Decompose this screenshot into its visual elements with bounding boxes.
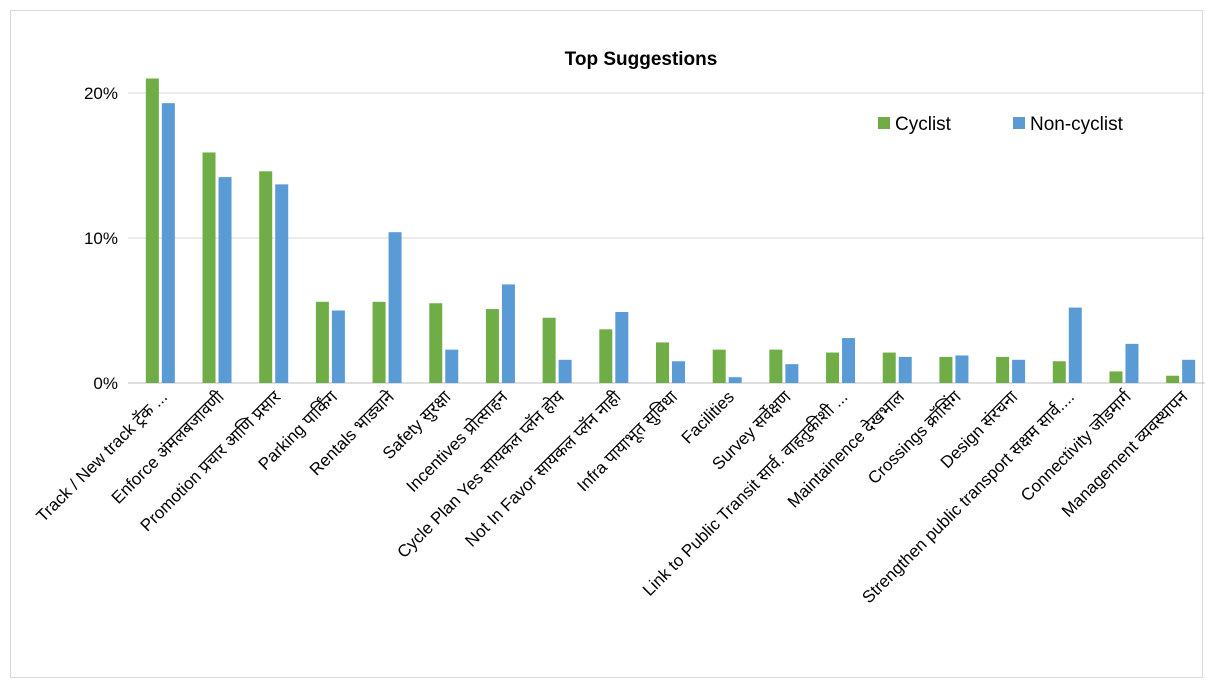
x-category-label: Connectivity जोडमार्ग xyxy=(1016,386,1135,505)
bar-non-cyclist-7 xyxy=(558,359,572,383)
bar-cyclist-8 xyxy=(599,329,613,383)
bar-non-cyclist-18 xyxy=(1182,359,1196,383)
bar-cyclist-18 xyxy=(1166,375,1180,383)
bar-cyclist-7 xyxy=(542,317,556,383)
bar-cyclist-17 xyxy=(1109,371,1123,383)
x-category-label: Incentives प्रोत्साहन xyxy=(402,386,512,496)
bar-cyclist-14 xyxy=(939,356,953,383)
bar-cyclist-11 xyxy=(769,349,783,383)
bar-cyclist-13 xyxy=(882,352,896,383)
bar-non-cyclist-2 xyxy=(275,184,289,383)
bar-non-cyclist-12 xyxy=(842,338,856,383)
bar-cyclist-1 xyxy=(202,152,216,383)
legend-label: Cyclist xyxy=(895,114,952,135)
bar-non-cyclist-11 xyxy=(785,364,799,383)
x-category-label: Infra पायाभूत सुविधा xyxy=(573,386,683,496)
bar-cyclist-5 xyxy=(429,303,443,383)
y-axis-ticks: 0% 10% 20% xyxy=(84,84,118,393)
bar-non-cyclist-17 xyxy=(1125,343,1139,383)
bar-non-cyclist-10 xyxy=(728,377,742,383)
legend-label: Non-cyclist xyxy=(1030,114,1124,135)
bar-cyclist-12 xyxy=(826,352,840,383)
bar-non-cyclist-6 xyxy=(501,284,515,383)
x-category-label: Enforce अंमलबजावणी xyxy=(107,386,228,507)
bar-non-cyclist-1 xyxy=(218,177,232,383)
bar-non-cyclist-13 xyxy=(898,356,912,383)
x-category-label: Link to Public Transit सार्व. वाहतुकीशी … xyxy=(638,387,852,601)
legend-swatch xyxy=(878,117,890,129)
bar-cyclist-16 xyxy=(1052,361,1066,383)
bar-non-cyclist-0 xyxy=(161,103,175,384)
bar-non-cyclist-8 xyxy=(615,311,629,383)
x-category-label: Crossings क्रॉसिंग xyxy=(863,386,965,488)
bar-cyclist-10 xyxy=(712,349,726,383)
bar-non-cyclist-16 xyxy=(1068,307,1082,383)
bar-non-cyclist-5 xyxy=(445,349,459,383)
legend-swatch xyxy=(1013,117,1025,129)
bars xyxy=(145,78,1196,384)
bar-non-cyclist-9 xyxy=(672,361,685,383)
legend: Cyclist Non-cyclist xyxy=(878,114,1124,135)
bar-cyclist-15 xyxy=(996,356,1010,383)
y-tick-label: 20% xyxy=(84,84,118,103)
x-category-label: Strengthen public transport सक्षम सार्व.… xyxy=(858,387,1078,607)
bar-non-cyclist-14 xyxy=(955,355,969,383)
bar-non-cyclist-15 xyxy=(1012,359,1026,383)
bar-non-cyclist-3 xyxy=(331,310,345,383)
bar-cyclist-4 xyxy=(372,301,386,383)
y-tick-label: 0% xyxy=(93,374,118,393)
x-axis-categories: Track / New track ट्रॅक ...Enforce अंमलब… xyxy=(33,386,1192,607)
bar-cyclist-3 xyxy=(315,301,329,383)
bar-cyclist-2 xyxy=(259,171,273,383)
bar-cyclist-9 xyxy=(656,342,669,383)
gridlines xyxy=(128,92,1205,384)
bar-cyclist-6 xyxy=(485,309,499,383)
chart-title: Top Suggestions xyxy=(565,49,718,70)
bar-non-cyclist-4 xyxy=(388,232,402,383)
bar-cyclist-0 xyxy=(145,78,159,383)
y-tick-label: 10% xyxy=(84,229,118,248)
